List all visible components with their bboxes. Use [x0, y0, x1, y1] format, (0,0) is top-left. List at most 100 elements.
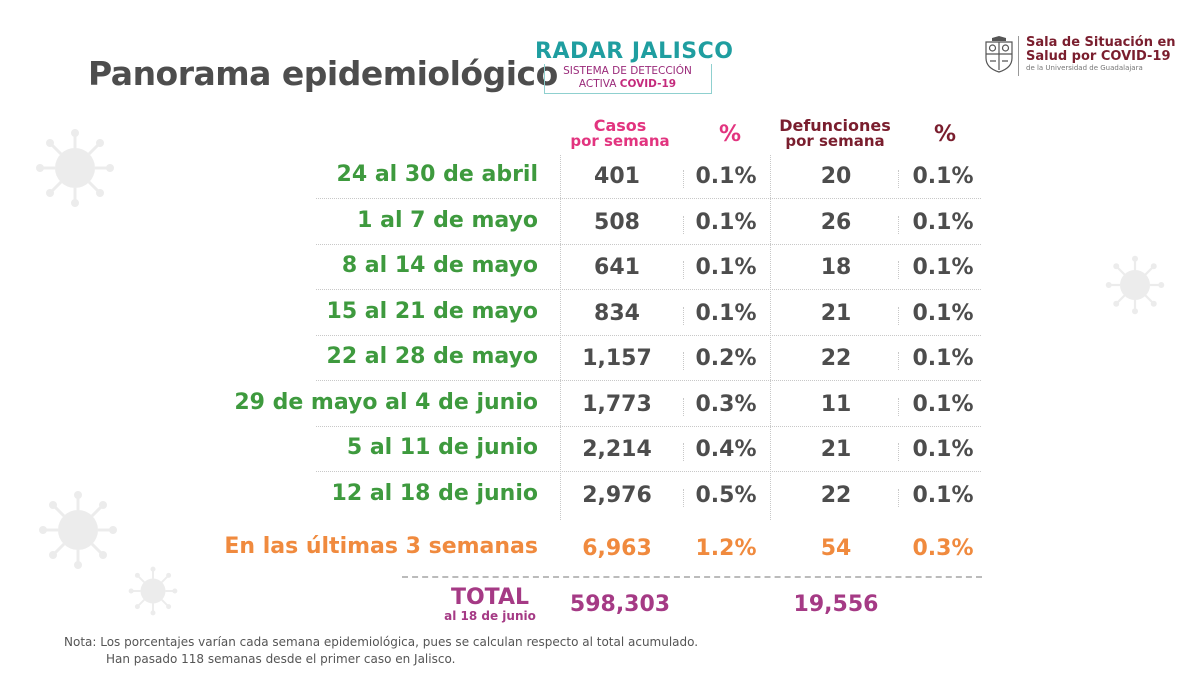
cell-cases: 1,157 — [582, 346, 652, 371]
cell-separator — [898, 307, 899, 325]
logo-divider — [1018, 36, 1019, 76]
week-label: 29 de mayo al 4 de junio — [234, 390, 538, 415]
footnote-line1: Nota: Los porcentajes varían cada semana… — [64, 635, 699, 649]
cell-deaths: 11 — [820, 392, 852, 417]
summary-deaths: 54 — [820, 536, 852, 561]
row-divider — [316, 380, 981, 381]
cases-header-line1: Casos — [593, 116, 647, 135]
cell-cases: 508 — [594, 210, 640, 235]
cell-separator — [683, 352, 684, 370]
cell-cases-pct: 0.2% — [695, 346, 757, 371]
cases-pct-header: % — [718, 122, 742, 147]
cell-deaths: 18 — [820, 255, 852, 280]
radar-line2-bold: COVID-19 — [619, 78, 677, 90]
virus-icon — [1105, 255, 1165, 315]
row-divider — [316, 198, 981, 199]
week-label: 8 al 14 de mayo — [341, 253, 538, 278]
cell-separator — [683, 261, 684, 279]
cell-cases-pct: 0.1% — [695, 255, 757, 280]
cell-cases: 641 — [594, 255, 640, 280]
cell-cases: 1,773 — [582, 392, 652, 417]
cell-deaths: 22 — [820, 483, 852, 508]
summary-label: En las últimas 3 semanas — [224, 534, 538, 559]
cell-deaths-pct: 0.1% — [912, 210, 974, 235]
week-label: 12 al 18 de junio — [331, 481, 538, 506]
cell-separator — [683, 443, 684, 461]
cell-cases: 834 — [594, 301, 640, 326]
cell-cases-pct: 0.1% — [695, 301, 757, 326]
cell-cases-pct: 0.3% — [695, 392, 757, 417]
university-seal-icon — [985, 36, 1013, 73]
virus-icon — [128, 566, 178, 616]
cell-separator — [683, 398, 684, 416]
cell-separator — [898, 352, 899, 370]
deaths-pct-header: % — [933, 122, 957, 147]
week-label: 22 al 28 de mayo — [326, 344, 538, 369]
cell-cases-pct: 0.1% — [695, 164, 757, 189]
radar-jalisco-logo: RADAR JALISCO SISTEMA DE DETECCIÓN ACTIV… — [535, 39, 734, 94]
total-label-block: TOTAL al 18 de junio — [430, 586, 550, 623]
cell-deaths: 20 — [820, 164, 852, 189]
radar-line2-prefix: ACTIVA — [578, 78, 620, 90]
cell-deaths-pct: 0.1% — [912, 483, 974, 508]
cell-deaths-pct: 0.1% — [912, 301, 974, 326]
total-divider — [402, 576, 982, 578]
org-line3: de la Universidad de Guadalajara — [1026, 64, 1143, 72]
org-line2: Salud por COVID-19 — [1026, 49, 1171, 64]
row-divider — [316, 289, 981, 290]
cell-cases: 401 — [594, 164, 640, 189]
week-label: 5 al 11 de junio — [346, 435, 538, 460]
footnote: Nota: Los porcentajes varían cada semana… — [64, 634, 698, 668]
summary-cases-pct: 1.2% — [695, 536, 757, 561]
cell-separator — [898, 443, 899, 461]
virus-icon — [36, 129, 114, 207]
footnote-line2: Han pasado 118 semanas desde el primer c… — [106, 652, 456, 666]
deaths-header-line2: por semana — [785, 132, 885, 150]
radar-subtitle: SISTEMA DE DETECCIÓN ACTIVA COVID-19 — [543, 64, 712, 94]
summary-deaths-pct: 0.3% — [912, 536, 974, 561]
cell-separator — [898, 216, 899, 234]
cell-cases-pct: 0.1% — [695, 210, 757, 235]
cell-cases: 2,214 — [582, 437, 652, 462]
column-divider — [560, 155, 561, 520]
deaths-header: Defunciones por semana — [770, 118, 900, 149]
cell-deaths-pct: 0.1% — [912, 346, 974, 371]
week-label: 1 al 7 de mayo — [357, 208, 538, 233]
deaths-header-line1: Defunciones — [779, 116, 891, 135]
cell-deaths-pct: 0.1% — [912, 392, 974, 417]
column-divider — [770, 155, 771, 520]
cell-deaths: 21 — [820, 301, 852, 326]
cell-deaths: 22 — [820, 346, 852, 371]
cell-separator — [898, 489, 899, 507]
org-line1: Sala de Situación en — [1026, 35, 1176, 50]
cell-separator — [683, 489, 684, 507]
cases-header: Casos por semana — [560, 118, 680, 149]
row-divider — [316, 426, 981, 427]
radar-line1: SISTEMA DE DETECCIÓN — [563, 65, 692, 77]
total-label: TOTAL — [450, 585, 530, 610]
cell-separator — [898, 398, 899, 416]
cases-header-line2: por semana — [570, 132, 670, 150]
virus-icon — [39, 491, 117, 569]
cell-deaths: 21 — [820, 437, 852, 462]
cell-separator — [683, 307, 684, 325]
radar-name: RADAR JALISCO — [535, 39, 734, 64]
row-divider — [316, 244, 981, 245]
cell-deaths-pct: 0.1% — [912, 255, 974, 280]
cell-deaths: 26 — [820, 210, 852, 235]
total-deaths: 19,556 — [793, 592, 879, 617]
cell-cases-pct: 0.4% — [695, 437, 757, 462]
cell-separator — [898, 170, 899, 188]
cell-deaths-pct: 0.1% — [912, 164, 974, 189]
summary-cases: 6,963 — [582, 536, 652, 561]
cell-deaths-pct: 0.1% — [912, 437, 974, 462]
total-sublabel: al 18 de junio — [444, 609, 536, 623]
row-divider — [316, 471, 981, 472]
row-divider — [316, 335, 981, 336]
page-title: Panorama epidemiológico — [88, 54, 558, 93]
org-name: Sala de Situación en Salud por COVID-19 … — [1026, 36, 1176, 73]
cell-cases: 2,976 — [582, 483, 652, 508]
cell-separator — [683, 170, 684, 188]
cell-cases-pct: 0.5% — [695, 483, 757, 508]
total-cases: 598,303 — [569, 592, 671, 617]
